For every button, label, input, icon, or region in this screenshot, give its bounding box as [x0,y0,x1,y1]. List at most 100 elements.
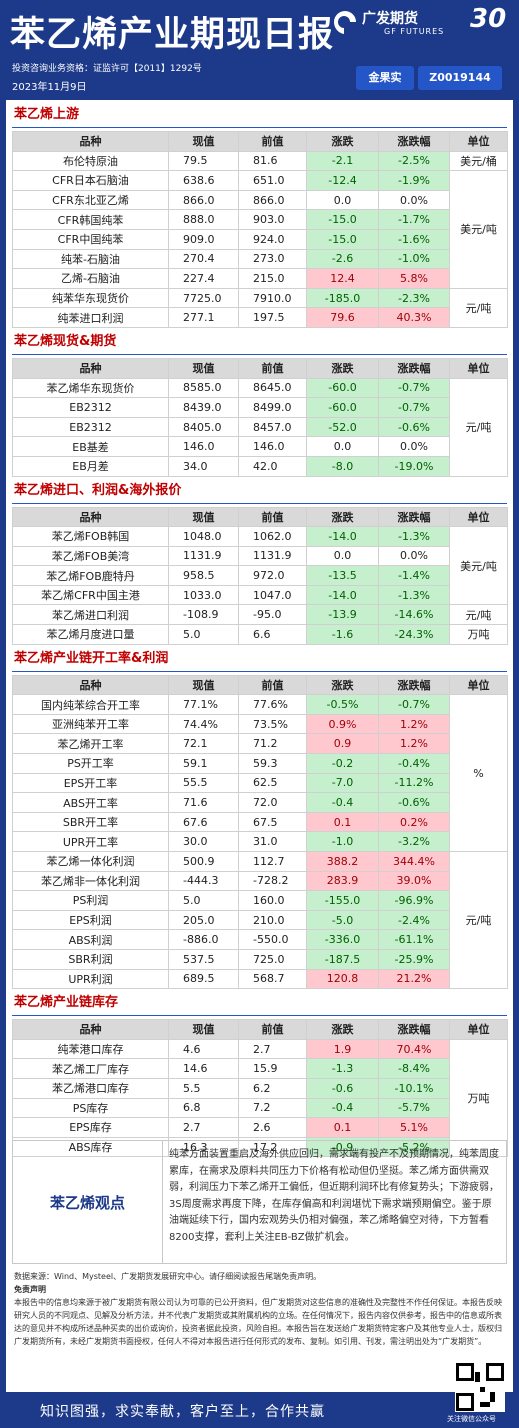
data-row: EPS库存 2.7 2.6 0.1 5.1% [12,1117,508,1138]
cell-value: 39.0% [378,870,450,892]
data-row: 布伦特原油 79.5 81.6 -2.1 -2.5% 美元/桶 [12,150,508,172]
cell-value: -886.0 [168,929,239,950]
cell-value: -0.6% [378,792,450,813]
cell-value: 0.0% [378,189,450,211]
cell-value: -444.3 [168,870,239,892]
item-name: 苯乙烯一体化利润 [12,851,169,872]
cell-value: -1.3% [378,526,450,547]
cell-value: 866.0 [168,189,239,211]
data-row: 苯乙烯FOB韩国 1048.0 1062.0 -14.0 -1.3% 美元/吨 [12,526,508,606]
data-table: 品种 现值 前值 涨跌 涨跌幅 单位 国内纯苯综合开工率 77.1% 77.6% -0.5% -0.… [12,674,508,990]
cell-value: 12.4 [306,268,379,289]
data-row: EB基差 146.0 146.0 0.0 0.0% [12,436,508,457]
cell-value: 197.5 [238,307,307,328]
column-header: 涨跌 [306,506,379,528]
cell-value: 0.0 [306,436,379,457]
cell-value: 5.0 [168,624,239,645]
unit: 万吨 [449,624,508,645]
cell-value: 55.5 [168,772,239,794]
date: 2023年11月9日 [12,82,87,93]
data-row: UPR开工率 30.0 31.0 -1.0 -3.2% [12,831,508,852]
header-row: 品种 现值 前值 涨跌 涨跌幅 单位 [12,674,508,696]
item-name: ABS库存 [12,1136,169,1158]
cell-value: -12.4 [306,170,379,191]
data-row: CFR东北亚乙烯 866.0 866.0 0.0 0.0% [12,189,508,211]
cell-value: 42.0 [238,455,307,477]
cell-value: 0.1 [306,1117,379,1138]
column-header: 单位 [449,674,508,696]
unit: 元/吨 [449,287,508,328]
item-name: CFR东北亚乙烯 [12,189,169,211]
cell-value: 6.6 [238,624,307,645]
cell-value: 6.2 [238,1077,307,1099]
cell-value: -95.0 [238,604,307,626]
cell-value: 7.2 [238,1097,307,1119]
cell-value: 972.0 [238,565,307,586]
item-name: EB2312 [12,397,169,418]
disclaimer: 本报告中的信息均来源于被广发期货有限公司认为可靠的已公开资料，但广发期货对这些信… [14,1298,502,1346]
cell-value: 0.2% [378,811,450,833]
data-row: 苯乙烯非一体化利润 -444.3 -728.2 283.9 39.0% [12,870,508,892]
bottom-band: 知识图强，求实奉献，客户至上，合作共赢 关注微信公众号 [0,1362,519,1428]
column-header: 前值 [238,131,307,152]
cell-value: 34.0 [168,455,239,477]
cell-value: 638.6 [168,170,239,191]
cell-value: -185.0 [306,287,379,309]
data-row: CFR中国纯苯 909.0 924.0 -15.0 -1.6% [12,228,508,250]
cell-value: 0.0 [306,545,379,567]
cell-value: -0.7% [378,694,450,715]
report-title: 苯乙烯产业期现日报 [10,15,335,55]
cell-value: -0.7% [378,377,450,399]
section-title: 苯乙烯产业链库存 [12,992,507,1017]
item-name: 纯苯港口库存 [12,1038,169,1060]
cell-value: -25.9% [378,948,450,970]
cell-value: 215.0 [238,268,307,289]
cell-value: -1.9% [378,170,450,191]
cell-value: 0.1 [306,811,379,833]
cell-value: 120.8 [306,968,379,990]
data-row: EPS开工率 55.5 62.5 -7.0 -11.2% [12,772,508,794]
item-name: 纯苯进口利润 [12,307,169,328]
cell-value: 8405.0 [168,416,239,438]
cell-value: -5.7% [378,1097,450,1119]
item-name: UPR开工率 [12,831,169,852]
cell-value: 8499.0 [238,397,307,418]
cell-value: 77.6% [238,694,307,715]
cell-value: 70.4% [378,1038,450,1060]
item-name: EPS库存 [12,1117,169,1138]
unit: 元/吨 [449,604,508,626]
item-name: PS库存 [12,1097,169,1119]
item-name: SBR开工率 [12,811,169,833]
cell-value: 59.3 [238,753,307,774]
cell-value: -8.4% [378,1058,450,1079]
item-name: UPR利润 [12,968,169,990]
cell-value: 160.0 [238,890,307,911]
item-name: EB基差 [12,436,169,457]
cell-value: 924.0 [238,228,307,250]
data-row: 苯乙烯CFR中国主港 1033.0 1047.0 -14.0 -1.3% [12,584,508,606]
cell-value: 344.4% [378,851,450,872]
cell-value: -15.0 [306,228,379,250]
cell-value: -13.5 [306,565,379,586]
item-name: 苯乙烯华东现货价 [12,377,169,399]
cell-value: 59.1 [168,753,239,774]
data-row: 苯乙烯工厂库存 14.6 15.9 -1.3 -8.4% [12,1058,508,1079]
cell-value: -14.0 [306,584,379,606]
cell-value: -8.0 [306,455,379,477]
cell-value: 14.6 [168,1058,239,1079]
data-table: 品种 现值 前值 涨跌 涨跌幅 单位 苯乙烯FOB韩国 1048.0 1062.0 -14.0 -1… [12,506,508,645]
item-name: 苯乙烯FOB韩国 [12,526,169,547]
data-row: 苯乙烯月度进口量 5.0 6.6 -1.6 -24.3% 万吨 [12,624,508,645]
column-header: 单位 [449,506,508,528]
column-header: 涨跌 [306,357,379,379]
cell-value: 227.4 [168,268,239,289]
analyst: 金果实 [356,66,414,90]
cell-value: -0.9 [306,1136,379,1158]
cell-value: 1047.0 [238,584,307,606]
cell-value: 0.0% [378,545,450,567]
unit: 元/吨 [449,377,508,477]
column-header: 涨跌 [306,674,379,696]
cell-value: 500.9 [168,851,239,872]
cell-value: -60.0 [306,377,379,399]
cell-value: 568.7 [238,968,307,990]
